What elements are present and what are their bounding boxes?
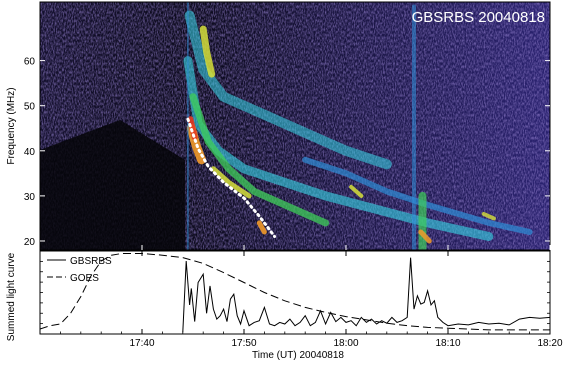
x-tick-label: 18:10 xyxy=(435,338,460,349)
emission-lane-upper xyxy=(184,10,392,170)
spectrogram-title: GBSRBS 20040818 xyxy=(412,9,545,26)
x-tick-label: 17:40 xyxy=(129,338,154,349)
legend-gbsrbs-label: GBSRBS xyxy=(70,256,112,267)
emission-lane-lower xyxy=(189,93,330,227)
light-curve-series xyxy=(40,253,550,333)
emission-broadband-core xyxy=(418,229,432,244)
light-curve-background xyxy=(39,250,551,335)
drift-fit-line xyxy=(186,117,277,238)
emission-core-yellow-mid xyxy=(210,166,252,199)
spectrogram-y-tick-label: 20 xyxy=(24,237,36,248)
light-curve-panel: 17:40 17:50 18:00 18:10 18:20 GBSRBS GOES Su… xyxy=(6,245,563,361)
x-tick-label: 18:20 xyxy=(537,338,562,349)
spectrogram-y-tick-label: 50 xyxy=(24,102,36,113)
series-line-gbsrbs xyxy=(182,257,550,333)
spectrogram-panel: GBSRBS 20040818 20 30 40 50 60 Frequency (MH… xyxy=(6,1,551,251)
emission-lane-trailing xyxy=(302,156,533,235)
spectrogram-y-tick-label: 60 xyxy=(24,57,36,68)
light-curve-y-minor-ticks xyxy=(40,260,550,325)
light-curve-y-axis-label: Summed light curve xyxy=(6,252,17,341)
spectrogram-y-tick-label: 40 xyxy=(24,147,36,158)
legend-goes-label: GOES xyxy=(70,273,99,284)
emission-core-yellow-late xyxy=(349,184,364,198)
emission-core-yellow-top xyxy=(199,25,216,78)
spectrogram-y-tick-label: 30 xyxy=(24,192,36,203)
emission-core-yellow-end xyxy=(481,211,496,221)
spectrogram-y-axis-label: Frequency (MHz) xyxy=(6,87,17,164)
emission-core-orange-low xyxy=(256,220,267,235)
x-tick-label: 17:50 xyxy=(231,338,256,349)
legend: GBSRBS GOES xyxy=(47,256,112,284)
x-axis-label: Time (UT) 20040818 xyxy=(252,350,344,361)
drift-fit-path xyxy=(186,117,277,238)
spectrogram-frame xyxy=(39,1,551,251)
spectrogram-y-ticks: 20 30 40 50 60 xyxy=(24,57,550,248)
series-line-goes xyxy=(40,253,550,331)
light-curve-x-ticks: 17:40 17:50 18:00 18:10 18:20 xyxy=(39,245,563,349)
x-tick-label: 18:00 xyxy=(333,338,358,349)
spectrogram-quiet-region xyxy=(40,120,185,250)
